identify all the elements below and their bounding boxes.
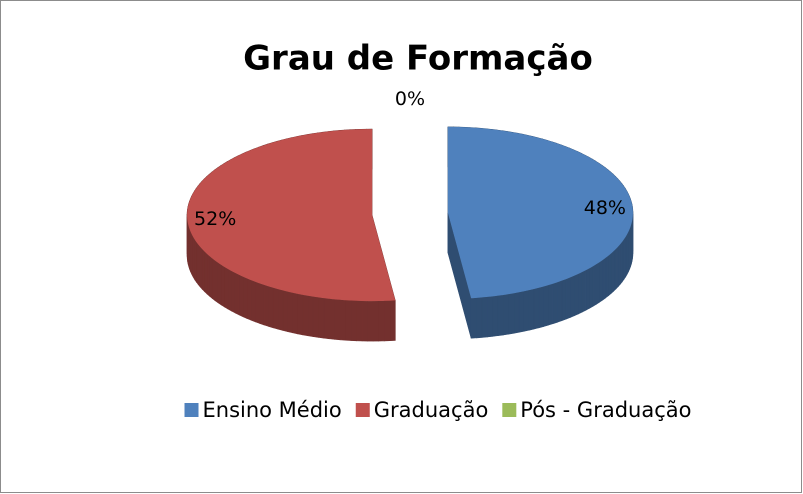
slice-side (543, 284, 549, 327)
slice-side (470, 297, 477, 339)
slice-side (613, 248, 617, 292)
slice-side (585, 267, 590, 311)
slice-side (578, 271, 583, 315)
slice-side (268, 285, 274, 329)
slice-side (523, 289, 530, 332)
slice-side (323, 297, 330, 340)
slice-side (209, 255, 213, 300)
slice-side (596, 261, 600, 305)
slice-side (328, 298, 335, 340)
slice-side (250, 279, 256, 323)
slice-side (610, 250, 615, 295)
slice-side (254, 281, 260, 324)
slice-side (487, 295, 494, 338)
slice-side (206, 253, 210, 297)
slice-side (565, 276, 571, 320)
slice-side (492, 295, 499, 337)
slice-side (350, 300, 357, 342)
slice-side (211, 257, 216, 302)
legend-swatch (502, 403, 517, 417)
slice-side (533, 287, 540, 330)
slice-side (570, 275, 575, 318)
slice-side (231, 270, 236, 314)
slice-side (605, 254, 609, 299)
slice-side (227, 268, 232, 312)
slice-side (602, 257, 607, 301)
data-label: 52% (194, 208, 236, 230)
slice-side (361, 300, 368, 342)
slice-top (447, 126, 633, 299)
slice-side (378, 300, 385, 342)
data-label: 0% (395, 88, 425, 110)
legend-label: Graduação (374, 398, 489, 422)
slice-side (224, 266, 229, 310)
slice-side (246, 277, 252, 321)
slice-side (528, 288, 535, 331)
slice-side (199, 246, 203, 290)
slice-top (187, 129, 396, 302)
slice-side (312, 296, 319, 338)
slice-side (548, 283, 554, 326)
slice-side (234, 272, 240, 316)
slice-side (618, 243, 621, 288)
slice-side (345, 299, 352, 341)
legend-swatch (355, 403, 370, 417)
slice-side (581, 269, 587, 313)
slice-side (383, 300, 391, 342)
slice-side (389, 300, 396, 342)
slice-side (292, 292, 298, 335)
slice-side (574, 273, 579, 317)
slice-side (538, 286, 544, 329)
slice-side (356, 300, 363, 342)
slice-side (263, 284, 269, 327)
slice-side (561, 278, 567, 322)
slice-side (214, 260, 219, 304)
slice-side (592, 263, 597, 307)
slice-side (481, 296, 488, 338)
legend-swatch (184, 403, 199, 417)
slice-side (339, 299, 346, 341)
slice-side (242, 276, 248, 319)
legend-label: Pós - Graduação (520, 398, 691, 422)
slice-side (367, 300, 374, 342)
slice-side (318, 297, 325, 339)
slice-side (334, 298, 341, 341)
slice-side (589, 265, 594, 309)
slice-side (282, 290, 288, 333)
slice-side (307, 295, 314, 337)
slice-side (608, 252, 612, 297)
slice (447, 126, 634, 339)
slice-side (552, 281, 558, 325)
slice-side (259, 282, 265, 326)
slice-side (302, 294, 309, 337)
slice-side (220, 264, 225, 308)
slice-side (503, 293, 509, 336)
slice-side (272, 287, 279, 330)
slice-side (557, 280, 563, 323)
slice-side (476, 297, 483, 339)
slice-side (238, 274, 244, 318)
slice-side (497, 294, 504, 337)
slice-side (518, 290, 525, 333)
slice (186, 128, 396, 342)
slice-side (372, 300, 379, 342)
chart-title: Grau de Formação (243, 39, 593, 79)
slice-side (217, 262, 222, 306)
slice-side (204, 250, 208, 295)
slice-side (513, 291, 520, 334)
legend-label: Ensino Médio (203, 398, 342, 422)
slice-side (508, 292, 515, 335)
slice-side (297, 293, 304, 336)
slice-side (599, 259, 604, 303)
slice-side (277, 288, 284, 331)
slice-side (287, 291, 293, 334)
slice-side (201, 248, 205, 293)
slice-side (615, 245, 619, 290)
data-label: 48% (584, 197, 626, 219)
